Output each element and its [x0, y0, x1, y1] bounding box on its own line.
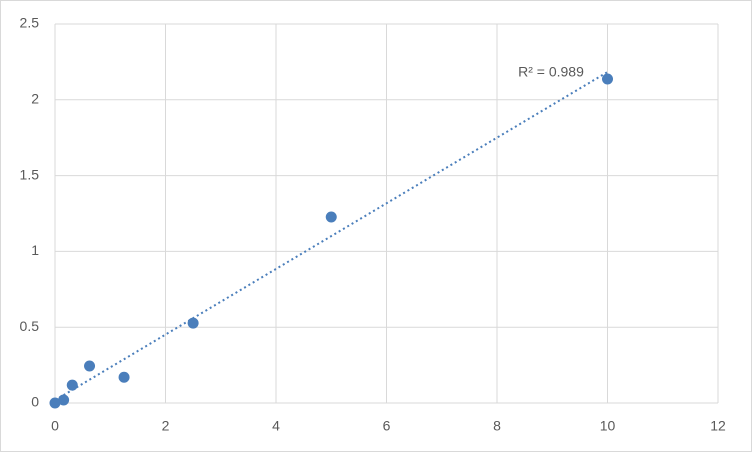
point: [49, 397, 61, 409]
annotation: R² = 0.989: [518, 64, 584, 80]
x-tick-label: 4: [272, 418, 280, 434]
y-tick-label: 2.5: [20, 15, 40, 31]
point: [325, 211, 337, 223]
x-tick-label: 10: [600, 418, 616, 434]
trendline: [54, 71, 609, 402]
x-tick-label: 2: [162, 418, 170, 434]
point: [602, 73, 613, 85]
x-tick-label: 0: [51, 418, 59, 434]
point: [66, 379, 78, 391]
marks: [49, 71, 613, 409]
y-tick-label: 1: [31, 242, 39, 258]
point: [118, 371, 130, 383]
point: [58, 394, 70, 406]
y-tick-label: 0: [31, 394, 39, 410]
x-tick-label: 12: [710, 418, 726, 434]
y-tick-label: 0.5: [20, 318, 40, 334]
grid: 0 0.5 1 1.5 2 2.5 0 2 4 6 8 10 12: [20, 15, 726, 434]
y-tick-label: 1.5: [20, 166, 40, 182]
point: [84, 360, 96, 372]
y-tick-label: 2: [31, 91, 39, 107]
x-tick-label: 8: [493, 418, 501, 434]
x-tick-label: 6: [383, 418, 391, 434]
point: [187, 317, 199, 329]
